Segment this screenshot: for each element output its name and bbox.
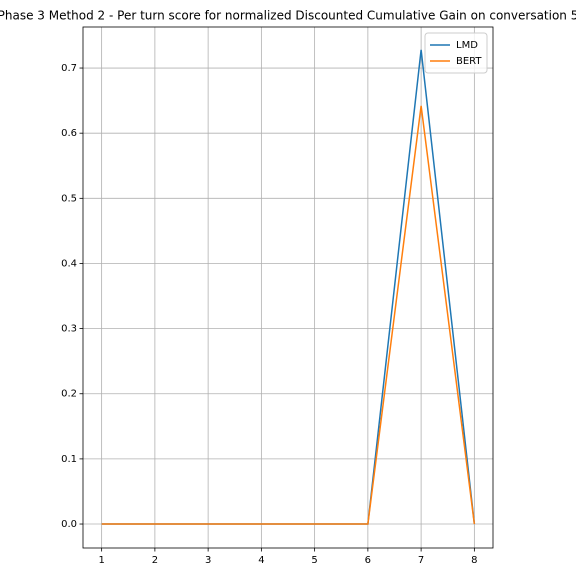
x-tick-label: 6 <box>365 555 371 566</box>
x-tick-label: 7 <box>418 555 424 566</box>
x-tick-label: 5 <box>311 555 317 566</box>
x-tick-label: 8 <box>471 555 477 566</box>
y-tick-label: 0.4 <box>61 258 77 269</box>
x-tick-label: 1 <box>98 555 104 566</box>
chart-title: Phase 3 Method 2 - Per turn score for no… <box>0 9 576 23</box>
legend-box <box>424 32 488 74</box>
legend-label: LMD <box>456 40 478 51</box>
y-tick-label: 0.1 <box>61 454 77 465</box>
y-tick-label: 0.2 <box>61 389 77 400</box>
x-tick-label: 4 <box>258 555 264 566</box>
y-tick-label: 0.3 <box>61 324 77 335</box>
y-tick-label: 0.7 <box>61 63 77 74</box>
x-tick-label: 2 <box>152 555 158 566</box>
legend-label: BERT <box>456 56 482 67</box>
y-tick-label: 0.0 <box>61 519 77 530</box>
y-tick-label: 0.6 <box>61 128 77 139</box>
y-tick-label: 0.5 <box>61 193 77 204</box>
plot-frame <box>82 26 494 549</box>
line <box>101 105 476 525</box>
x-tick-label: 3 <box>205 555 211 566</box>
